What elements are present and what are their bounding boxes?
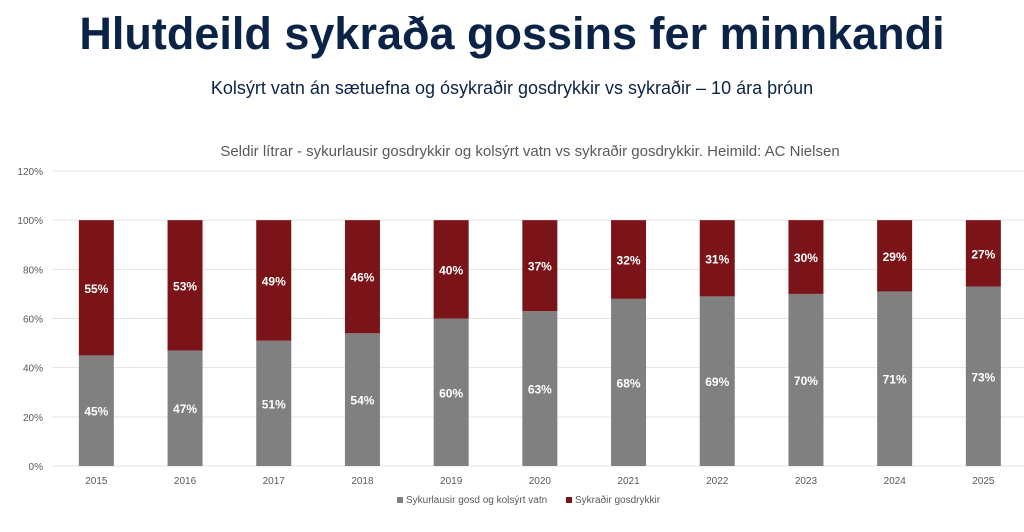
- bar-segment-sugar-free: [78, 355, 114, 466]
- bar-segment-sugar-free: [167, 350, 203, 466]
- data-label: 46%: [350, 271, 374, 285]
- data-label: 30%: [794, 251, 818, 265]
- x-tick-label: 2016: [174, 476, 197, 487]
- bar-segment-sugared: [256, 220, 292, 341]
- legend-label: Sykraðir gosdrykkir: [575, 494, 661, 506]
- bar-segment-sugar-free: [433, 318, 469, 466]
- bar-segment-sugar-free: [611, 298, 647, 466]
- chart-title: Seldir lítrar - sykurlausir gosdrykkir o…: [220, 143, 839, 160]
- bar-segment-sugar-free: [788, 293, 824, 466]
- x-tick-label: 2015: [85, 476, 108, 487]
- data-label: 45%: [84, 405, 108, 419]
- bar-segment-sugared: [344, 220, 380, 334]
- data-label: 31%: [705, 252, 729, 266]
- bar-segment-sugared: [965, 220, 1001, 287]
- legend-label: Sykurlausir gosd og kolsýrt vatn: [406, 495, 547, 506]
- page-title: Hlutdeild sykraða gossins fer minnkandi: [79, 8, 945, 59]
- bar-segment-sugar-free: [522, 311, 558, 466]
- bar-segment-sugared: [167, 220, 203, 351]
- bar-segment-sugared: [877, 220, 913, 292]
- x-tick-label: 2024: [884, 476, 907, 487]
- x-tick-label: 2023: [795, 476, 818, 487]
- y-tick-label: 0%: [29, 462, 44, 473]
- bar-segment-sugared: [788, 220, 824, 294]
- y-tick-label: 20%: [23, 413, 43, 424]
- data-label: 27%: [971, 247, 995, 261]
- data-label: 32%: [617, 254, 641, 268]
- x-tick-label: 2025: [972, 476, 995, 487]
- x-tick-label: 2021: [617, 476, 640, 487]
- bar-segment-sugared: [78, 220, 114, 356]
- bar-segment-sugared: [699, 220, 735, 297]
- bar-segment-sugar-free: [965, 286, 1001, 466]
- data-label: 40%: [439, 263, 463, 277]
- data-label: 53%: [173, 279, 197, 293]
- x-tick-label: 2022: [706, 476, 729, 487]
- bar-segment-sugar-free: [256, 340, 292, 466]
- page-subtitle: Kolsýrt vatn án sætuefna og ósykraðir go…: [210, 78, 814, 98]
- legend-swatch: [566, 497, 572, 503]
- bar-segment-sugared: [433, 220, 469, 319]
- data-label: 51%: [262, 397, 286, 411]
- data-label: 70%: [794, 374, 818, 388]
- data-label: 60%: [439, 386, 463, 400]
- chart-legend: Sykurlausir gosd og kolsýrt vatn Sykraðir…: [397, 494, 661, 506]
- x-tick-label: 2019: [440, 476, 463, 487]
- bar-segment-sugared: [522, 220, 558, 312]
- x-tick-label: 2017: [263, 476, 286, 487]
- y-tick-label: 40%: [23, 364, 43, 375]
- y-tick-label: 80%: [23, 265, 43, 276]
- data-label: 55%: [84, 282, 108, 296]
- x-tick-label: 2020: [529, 476, 552, 487]
- data-label: 37%: [528, 260, 552, 274]
- legend-swatch: [397, 497, 403, 503]
- data-label: 47%: [173, 402, 197, 416]
- data-label: 29%: [883, 250, 907, 264]
- bar-segment-sugar-free: [699, 296, 735, 466]
- data-label: 68%: [617, 376, 641, 390]
- data-label: 71%: [883, 373, 907, 387]
- bar-segment-sugar-free: [344, 333, 380, 466]
- data-label: 54%: [350, 394, 374, 408]
- data-label: 69%: [705, 375, 729, 389]
- data-label: 63%: [528, 383, 552, 397]
- y-tick-label: 60%: [23, 315, 43, 326]
- y-tick-label: 100%: [17, 216, 43, 227]
- x-tick-label: 2018: [351, 476, 374, 487]
- y-tick-label: 120%: [17, 167, 43, 178]
- data-label: 73%: [971, 370, 995, 384]
- data-label: 49%: [262, 274, 286, 288]
- bar-segment-sugared: [611, 220, 647, 299]
- bar-segment-sugar-free: [877, 291, 913, 466]
